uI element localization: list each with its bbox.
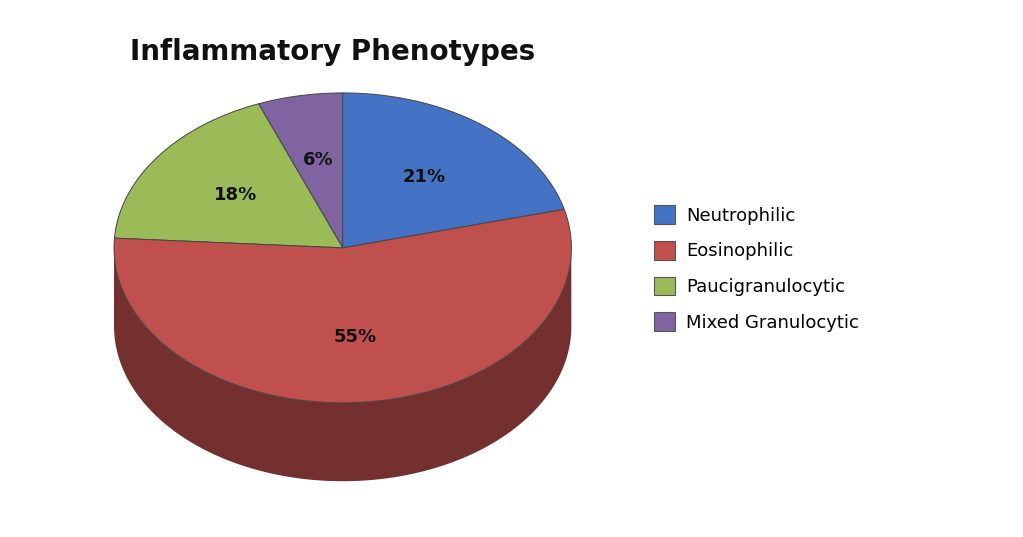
Legend: Neutrophilic, Eosinophilic, Paucigranulocytic, Mixed Granulocytic: Neutrophilic, Eosinophilic, Paucigranulo… (654, 206, 859, 331)
Polygon shape (259, 93, 343, 248)
Text: 21%: 21% (402, 168, 446, 186)
Polygon shape (115, 104, 343, 248)
Text: Inflammatory Phenotypes: Inflammatory Phenotypes (130, 38, 535, 66)
Text: 6%: 6% (303, 150, 333, 169)
Polygon shape (114, 249, 571, 481)
Polygon shape (114, 209, 572, 403)
Polygon shape (343, 93, 565, 248)
Text: 18%: 18% (214, 186, 257, 204)
Text: 55%: 55% (333, 328, 376, 346)
